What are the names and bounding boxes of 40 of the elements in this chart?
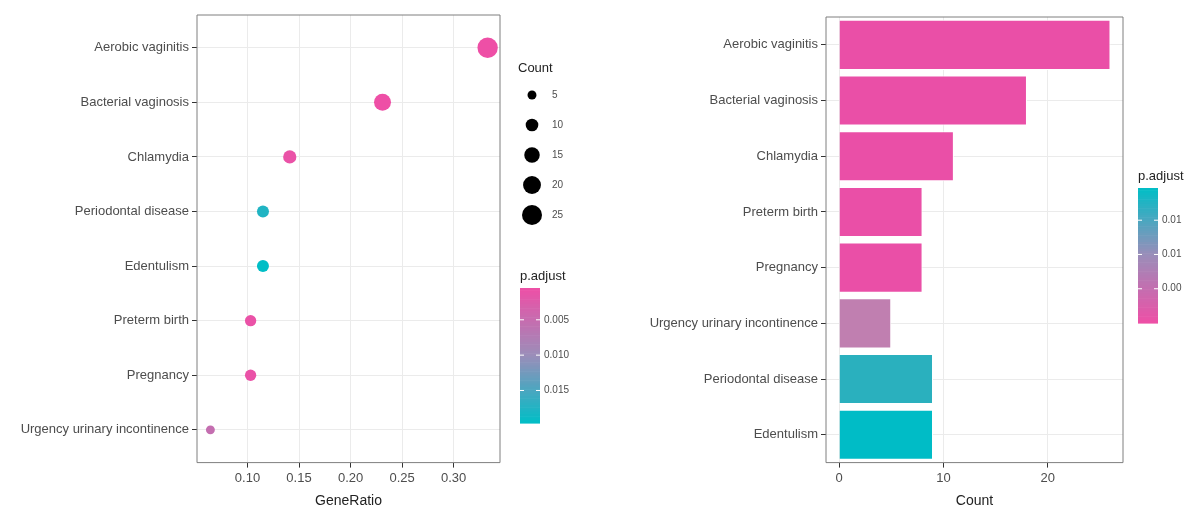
legend-label: 10 <box>552 118 564 130</box>
legend-label: 15 <box>552 148 564 160</box>
y-tick-label: Chlamydia <box>127 148 190 164</box>
x-axis-title: Count <box>955 492 994 509</box>
y-tick-label: Pregnancy <box>755 259 819 275</box>
color-bar-label: 0.01 <box>1162 248 1182 260</box>
y-tick-label: Aerobic vaginitis <box>723 36 819 52</box>
y-tick-label: Aerobic vaginitis <box>94 39 190 55</box>
color-bar-title: p.adjust <box>1138 168 1184 183</box>
y-tick-label: Edentulism <box>124 257 189 273</box>
y-tick-label: Bacterial vaginosis <box>709 92 819 108</box>
color-bar-label: 0.010 <box>544 348 570 360</box>
color-bar-label: 0.015 <box>544 384 570 396</box>
x-tick-label: 0.20 <box>337 469 364 485</box>
x-axis-title: GeneRatio <box>315 492 383 509</box>
y-tick-label: Periodontal disease <box>703 370 818 386</box>
x-tick-label: 10 <box>936 469 951 485</box>
y-tick-label: Preterm birth <box>742 203 818 219</box>
x-tick-label: 20 <box>1040 469 1056 485</box>
y-tick-label: Pregnancy <box>126 366 190 382</box>
legend-title: Count <box>518 60 554 75</box>
y-tick-label: Urgency urinary incontinence <box>649 314 818 330</box>
color-bar-label: 0.00 <box>1162 282 1182 294</box>
y-tick-label: Bacterial vaginosis <box>80 93 190 109</box>
x-tick-label: 0.30 <box>440 469 467 485</box>
legend-label: 5 <box>552 88 558 100</box>
color-bar-label: 0.01 <box>1162 213 1182 225</box>
x-tick-label: 0 <box>835 469 843 485</box>
legend-label: 25 <box>552 208 564 220</box>
y-tick-label: Edentulism <box>753 426 818 442</box>
legend-label: 20 <box>552 178 564 190</box>
y-tick-label: Periodontal disease <box>74 203 189 219</box>
y-tick-label: Preterm birth <box>113 312 189 328</box>
color-bar-title: p.adjust <box>520 268 566 283</box>
x-tick-label: 0.10 <box>234 469 261 485</box>
y-tick-label: Chlamydia <box>756 147 819 163</box>
color-bar-label: 0.005 <box>544 313 570 325</box>
y-tick-label: Urgency urinary incontinence <box>20 421 189 437</box>
x-tick-label: 0.25 <box>389 469 415 485</box>
x-tick-label: 0.15 <box>286 469 312 485</box>
